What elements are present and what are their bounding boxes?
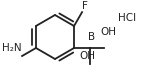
Text: F: F bbox=[82, 1, 88, 11]
Text: H₂N: H₂N bbox=[2, 43, 22, 53]
Text: OH: OH bbox=[79, 51, 95, 61]
Text: OH: OH bbox=[100, 27, 116, 37]
Text: B: B bbox=[88, 32, 96, 42]
Text: HCl: HCl bbox=[118, 13, 136, 23]
